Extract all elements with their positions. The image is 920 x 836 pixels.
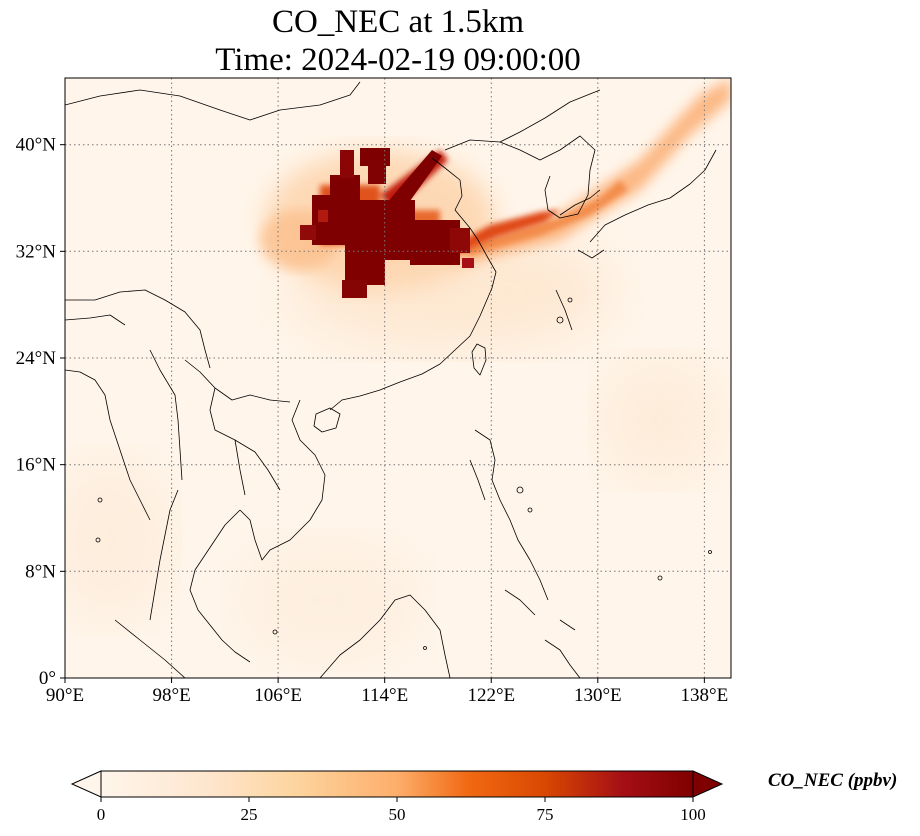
colorbar-tick-label: 50 bbox=[389, 805, 406, 824]
map-panel bbox=[65, 78, 731, 678]
x-tick-label: 106°E bbox=[254, 685, 302, 706]
high-concentration-core bbox=[300, 148, 474, 298]
colorbar-tick-label: 75 bbox=[537, 805, 554, 824]
x-tick-label: 138°E bbox=[681, 685, 729, 706]
y-tick-label: 40°N bbox=[16, 135, 57, 156]
colorbar-tick-label: 100 bbox=[680, 805, 706, 824]
x-tick-label: 122°E bbox=[467, 685, 515, 706]
colorbar-min-extend bbox=[70, 770, 102, 798]
x-tick-label: 98°E bbox=[152, 685, 190, 706]
concentration-field bbox=[65, 78, 731, 660]
map-frame bbox=[64, 77, 732, 679]
colorbar-label: CO_NEC (ppbv) bbox=[768, 770, 898, 791]
islands bbox=[95, 297, 712, 650]
y-tick-label: 0° bbox=[39, 668, 56, 689]
x-tick-label: 114°E bbox=[361, 685, 408, 706]
x-tick-label: 130°E bbox=[574, 685, 622, 706]
map-subtitle: Time: 2024-02-19 09:00:00 bbox=[215, 42, 581, 78]
coastlines bbox=[65, 81, 717, 678]
colorbar-max-extend bbox=[692, 770, 724, 798]
y-tick-label: 24°N bbox=[16, 348, 57, 369]
y-tick-label: 16°N bbox=[16, 455, 57, 476]
map-gridlines bbox=[65, 78, 731, 678]
colorbar-gradient bbox=[101, 771, 693, 797]
x-axis-ticks: 90°E 98°E 106°E 114°E 122°E 130°E 138°E bbox=[46, 685, 728, 706]
colorbar: 0 25 50 75 100 bbox=[70, 770, 724, 824]
y-axis-ticks: 0° 8°N 16°N 24°N 32°N 40°N bbox=[16, 135, 57, 689]
x-tick-label: 90°E bbox=[46, 685, 84, 706]
y-tick-label: 8°N bbox=[25, 561, 56, 582]
colorbar-tick-label: 25 bbox=[241, 805, 258, 824]
tick-marks bbox=[60, 144, 705, 683]
y-tick-label: 32°N bbox=[16, 241, 57, 262]
map-title: CO_NEC at 1.5km bbox=[271, 4, 525, 40]
colorbar-tick-label: 0 bbox=[97, 805, 106, 824]
